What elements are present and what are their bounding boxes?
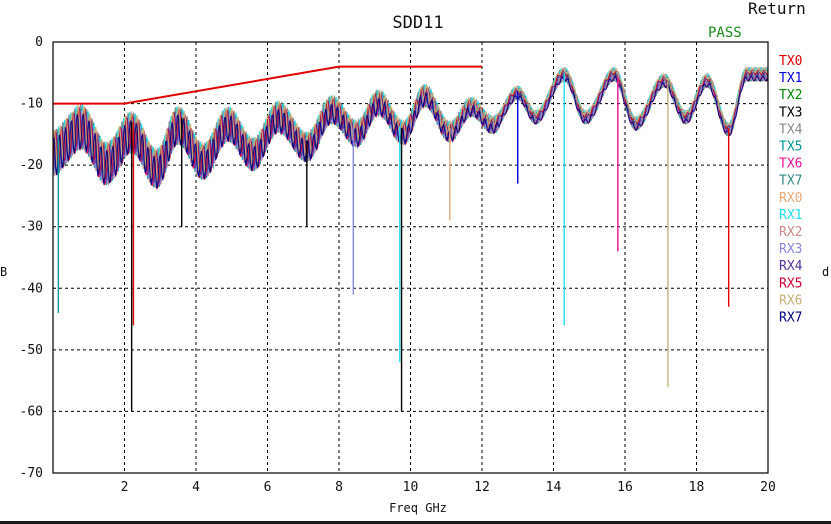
y-tick-label: -50: [20, 343, 43, 358]
legend-item-rx3: RX3: [779, 242, 802, 257]
legend-item-rx1: RX1: [779, 208, 802, 223]
legend-item-tx2: TX2: [779, 88, 802, 103]
x-tick-label: 2: [121, 480, 129, 495]
x-tick-label: 8: [335, 480, 343, 495]
y-axis-label-left: B: [0, 265, 7, 279]
legend-item-rx0: RX0: [779, 191, 802, 206]
x-tick-label: 20: [760, 480, 776, 495]
x-tick-label: 10: [403, 480, 419, 495]
y-tick-label: -20: [20, 158, 43, 173]
legend-item-rx6: RX6: [779, 293, 802, 308]
chart-traces: [52, 66, 769, 412]
y-tick-label: -70: [20, 466, 43, 481]
trace-rx5: [52, 68, 768, 182]
legend-item-tx0: TX0: [779, 54, 802, 69]
trace-rx7: [52, 75, 769, 190]
legend-item-tx3: TX3: [779, 105, 802, 120]
y-axis-label-right: d: [822, 265, 829, 279]
x-tick-label: 18: [689, 480, 705, 495]
legend-item-rx4: RX4: [779, 259, 803, 274]
y-tick-label: -60: [20, 404, 43, 419]
chart-title: SDD11: [392, 13, 443, 33]
legend-item-rx5: RX5: [779, 276, 802, 291]
trace-rx6: [52, 66, 769, 180]
legend-item-rx2: RX2: [779, 225, 802, 240]
x-tick-label: 6: [264, 480, 272, 495]
x-tick-labels: 2 4 6 8 10 12 14 16 18 20: [121, 480, 776, 495]
limit-line: [53, 65, 482, 105]
x-tick-label: 16: [617, 480, 633, 495]
legend-item-tx7: TX7: [779, 174, 802, 189]
x-axis-label: Freq GHz: [389, 501, 447, 515]
x-tick-label: 14: [546, 480, 562, 495]
legend-item-tx5: TX5: [779, 140, 802, 155]
y-tick-label: 0: [35, 35, 43, 50]
y-tick-label: -30: [20, 220, 43, 235]
y-tick-label: -40: [20, 281, 43, 296]
y-tick-labels: 0 -10 -20 -30 -40 -50 -60 -70: [20, 35, 43, 481]
legend: TX0 TX1 TX2 TX3 TX4 TX5 TX6 TX7 RX0 RX1 RX2 RX3 RX4 R…: [779, 54, 803, 326]
legend-item-rx7: RX7: [779, 311, 802, 326]
pass-status: PASS: [708, 25, 742, 41]
plot-frame: [52, 41, 769, 474]
legend-item-tx1: TX1: [779, 71, 802, 86]
chart-grid: [53, 42, 768, 473]
limit-mask: [53, 65, 482, 105]
legend-item-tx6: TX6: [779, 157, 802, 172]
y-tick-label: -10: [20, 97, 43, 112]
x-tick-label: 12: [474, 480, 490, 495]
x-tick-label: 4: [192, 480, 200, 495]
bottom-divider: [0, 521, 831, 524]
corner-text: Return: [748, 0, 806, 18]
legend-item-tx4: TX4: [779, 122, 803, 137]
